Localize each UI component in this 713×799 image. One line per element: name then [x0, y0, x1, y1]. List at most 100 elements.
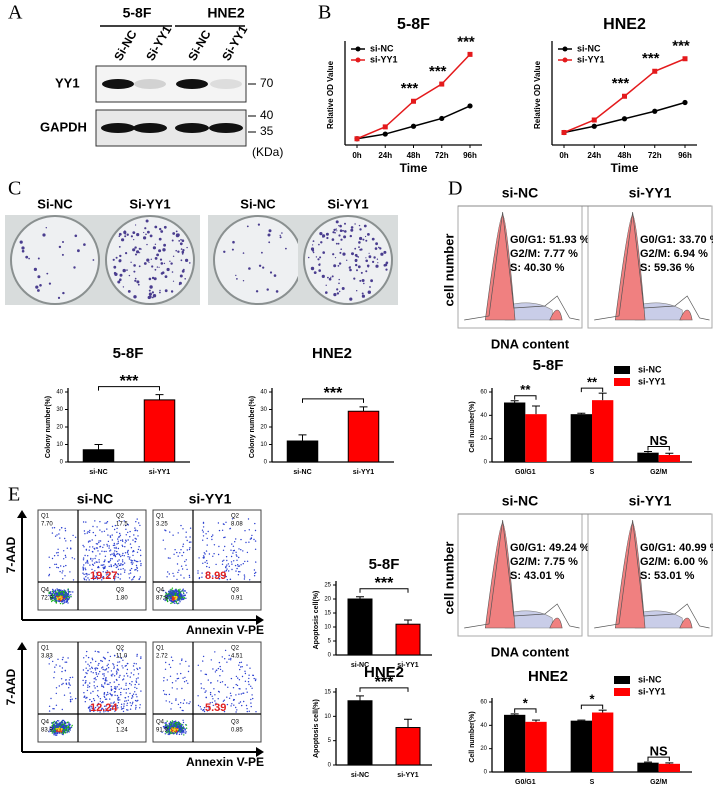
flow-dot	[53, 730, 56, 732]
flow-dot	[203, 710, 206, 713]
flow-dot	[230, 657, 232, 660]
flow-dot	[204, 561, 206, 563]
flow-dot	[230, 695, 232, 697]
colony	[275, 290, 279, 293]
flow-dot	[87, 686, 89, 688]
flow-dot	[230, 659, 232, 661]
colony	[359, 279, 362, 282]
flow-dot	[171, 722, 173, 724]
flow-dot	[105, 668, 108, 670]
flow-dot	[176, 688, 178, 690]
flow-dot	[176, 673, 178, 675]
flow-dot	[51, 593, 54, 596]
flow-dot	[59, 728, 61, 731]
line	[356, 105, 471, 140]
flow-dot	[117, 661, 119, 663]
colony	[338, 234, 341, 237]
flow-dot	[118, 520, 121, 522]
colony	[133, 270, 136, 273]
flow-dot	[59, 537, 61, 539]
flow-dot	[239, 668, 241, 671]
flow-dot	[127, 539, 129, 541]
flow-dot	[54, 594, 56, 596]
flow-dot	[61, 725, 63, 728]
flow-dot	[49, 729, 51, 731]
plate-label: Si-NC	[240, 196, 276, 211]
flow-dot	[107, 709, 109, 712]
colony	[332, 231, 335, 234]
colony	[175, 230, 178, 233]
flow-dot	[82, 559, 85, 561]
flow-dot	[48, 575, 50, 577]
flow-dot	[180, 574, 182, 576]
colony	[351, 252, 354, 256]
flow-dot	[185, 597, 187, 599]
flow-dot	[246, 551, 249, 554]
significance: ***	[612, 75, 630, 92]
flow-dot	[116, 550, 118, 553]
flow-dot	[111, 705, 113, 707]
flow-dot	[63, 589, 65, 591]
flow-dot	[89, 705, 91, 707]
flow-dot	[169, 724, 171, 726]
flow-dot	[237, 574, 240, 576]
flow-dot	[162, 690, 165, 692]
y-axis-label: Apoptosis cell(%)	[313, 591, 320, 650]
y-tick-label: 0	[328, 763, 332, 769]
colony	[371, 237, 375, 241]
y-tick-label: 20	[260, 425, 267, 431]
quadrant-value: 72.9	[41, 596, 53, 602]
flow-dot	[139, 707, 141, 709]
x-tick-label: 72h	[648, 151, 662, 160]
flow-dot	[164, 693, 166, 695]
flow-dot	[102, 708, 104, 710]
point	[591, 117, 597, 123]
flow-dot	[169, 597, 171, 599]
colony	[147, 295, 151, 300]
flow-dot	[103, 530, 106, 532]
flow-dot	[125, 692, 127, 694]
flow-dot	[129, 692, 131, 695]
flow-dot	[85, 562, 87, 564]
flow-dot	[128, 558, 131, 560]
flow-dot	[104, 559, 106, 561]
colony	[374, 247, 378, 250]
quadrant-name: Q3	[116, 588, 125, 594]
flow-dot	[209, 691, 212, 694]
flow-dot	[122, 552, 124, 555]
cell-cycle-stat: S: 43.01 %	[510, 570, 565, 582]
y-tick-label: 20	[56, 425, 63, 431]
flow-dot	[170, 602, 172, 605]
flow-dot	[63, 550, 65, 552]
flow-dot	[87, 562, 89, 564]
flow-dot	[67, 590, 70, 593]
flow-dot	[167, 733, 169, 735]
flow-dot	[68, 591, 71, 593]
flow-dot	[228, 654, 230, 657]
colony	[266, 288, 269, 291]
colony	[366, 264, 370, 268]
flow-dot	[132, 665, 135, 667]
flow-dot	[69, 729, 71, 731]
colony	[37, 289, 40, 292]
flow-dot	[107, 710, 109, 713]
colony	[341, 287, 345, 290]
flow-dot	[68, 723, 70, 726]
flow-dot	[205, 690, 207, 692]
colony	[331, 238, 335, 241]
flow-dot	[105, 705, 107, 707]
colony	[358, 241, 361, 244]
flow-dot	[98, 541, 100, 544]
flow-dot	[181, 731, 183, 733]
y-tick-label: 5	[328, 738, 332, 744]
axis-label: DNA content	[491, 336, 570, 351]
flow-dot	[204, 691, 206, 693]
flow-dot	[111, 534, 113, 536]
colony	[343, 235, 347, 239]
flow-dot	[100, 709, 103, 711]
flow-dot	[58, 720, 60, 722]
flow-dot	[95, 660, 97, 663]
flow-dot	[197, 695, 199, 697]
flow-dot	[48, 663, 50, 665]
quadrant-value: 3.25	[156, 522, 168, 528]
